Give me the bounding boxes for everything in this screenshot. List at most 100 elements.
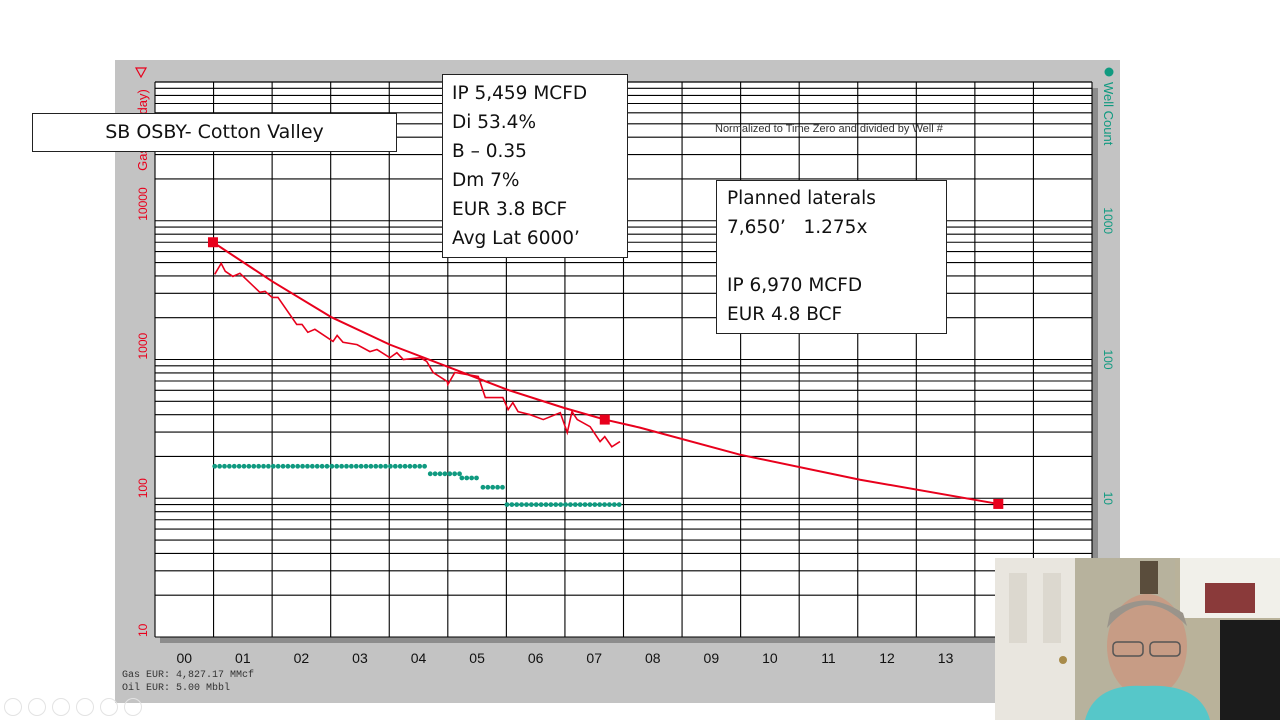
more-icon[interactable] [124,698,142,716]
oil-eur-text: Oil EUR: 5.00 Mbbl [122,683,231,694]
x-tick-label: 08 [645,650,661,666]
well-count-point [275,463,281,469]
planned-title: Planned laterals [727,188,876,209]
well-count-point [305,463,310,469]
well-count-point [261,463,266,469]
well-count-point [266,463,271,469]
well-count-point [402,463,408,469]
well-count-point [290,463,296,469]
y2-axis-title: Well Count [1101,82,1116,146]
well-count-point [504,502,510,507]
well-count-point [251,463,257,469]
well-count-point [616,502,622,507]
well-count-point [412,463,418,469]
well-count-point [582,502,588,507]
planned-laterals-box: Planned laterals 7,650’ 1.275x IP 6,970 … [716,180,947,334]
well-count-point [256,463,262,469]
well-count-point [597,502,603,507]
x-tick-label: 02 [294,650,310,666]
slide-toolbar [0,698,142,718]
well-count-point [285,463,291,469]
well-count-point [500,484,505,490]
slides-icon[interactable] [100,698,118,716]
forecast-marker[interactable] [207,237,218,248]
param-b: B – 0.35 [452,141,527,162]
well-count-point [452,471,458,477]
well-count-point [558,502,564,507]
well-count-point [568,502,573,507]
well-count-point [514,502,520,507]
well-count-point [231,463,237,469]
well-count-point [422,463,427,469]
param-lat: Avg Lat 6000’ [452,228,580,249]
well-count-point [533,502,539,507]
well-count-point [457,471,462,477]
well-count-point [217,463,223,469]
well-count-point [339,463,345,469]
well-count-point [442,471,448,477]
well-count-point [577,502,583,507]
well-count-point [437,471,443,477]
well-count-point [528,502,534,507]
gas-legend-triangle-icon [134,67,148,79]
plot-shadow-bottom [160,637,1097,643]
gas-forecast-line [212,241,999,505]
x-tick-label: 01 [235,650,251,666]
y-tick-label: 10000 [136,187,150,221]
well-count-point [309,463,315,469]
chart-note: Normalized to Time Zero and divided by W… [715,123,943,135]
well-count-point [392,463,398,469]
well-count-point [246,463,252,469]
well-count-point [212,463,218,469]
y-tick-label: 100 [136,478,150,498]
well-count-point [427,471,433,477]
slide-title: SB OSBY- Cotton Valley [32,113,397,152]
well-count-point [324,463,330,469]
previous-icon[interactable] [4,698,22,716]
well-count-point [459,475,465,481]
well-count-point [373,463,379,469]
well-count-point [383,463,388,469]
y-tick-label: 1000 [136,332,150,359]
well-count-point [592,502,598,507]
plot-shadow-right [1092,88,1098,643]
gas-actual-line [214,261,621,448]
forecast-marker[interactable] [993,498,1004,509]
x-tick-label: 04 [411,650,427,666]
x-tick-label: 10 [762,650,778,666]
well-count-point [464,475,470,481]
well-count-point [607,502,612,507]
x-tick-label: 11 [821,650,836,666]
well-count-point [319,463,325,469]
x-tick-label: 07 [586,650,602,666]
planned-length: 7,650’ 1.275x [727,217,868,238]
forecast-marker[interactable] [599,414,610,425]
well-count-point [329,463,335,469]
param-di: Di 53.4% [452,112,537,133]
well-count-point [270,463,276,469]
y2-tick-label: 10 [1101,492,1115,506]
well-count-point [407,463,413,469]
well-count-point [519,502,525,507]
pen-icon[interactable] [52,698,70,716]
planned-eur: EUR 4.8 BCF [727,304,843,325]
y-tick-label: 10 [136,623,150,637]
zoom-icon[interactable] [76,698,94,716]
well-count-point [611,502,617,507]
well-count-point [543,502,549,507]
well-count-point [314,463,320,469]
well-count-point [417,463,423,469]
next-icon[interactable] [28,698,46,716]
well-count-legend-dot-icon [1104,67,1114,77]
well-count-point [490,484,496,490]
planned-ip: IP 6,970 MCFD [727,275,863,296]
decline-parameters-box: IP 5,459 MCFD Di 53.4% B – 0.35 Dm 7% EU… [442,74,628,258]
well-count-point [368,463,374,469]
y2-tick-label: 100 [1101,349,1115,369]
x-tick-label: 00 [176,650,192,666]
well-count-point [295,463,301,469]
well-count-point [358,463,364,469]
well-count-point [572,502,578,507]
well-count-point [480,484,486,490]
well-count-point [226,463,232,469]
